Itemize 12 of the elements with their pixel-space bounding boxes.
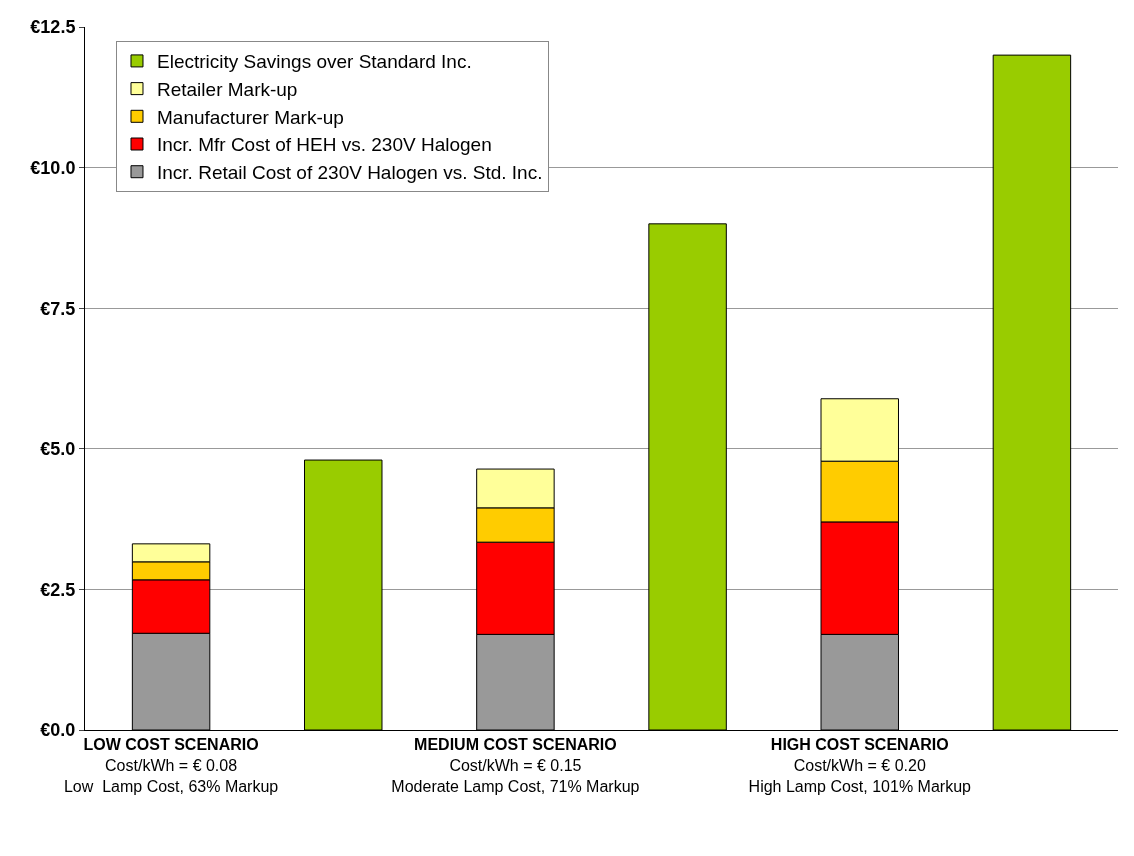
x-tick-label: HIGH COST SCENARIO Cost/kWh = € 0.20 High Lamp Cost, 101% Markup: [748, 736, 972, 795]
legend-label: Incr. Retail Cost of 230V Halogen vs. Std. Inc.: [156, 162, 543, 184]
y-tick-label: €12.5: [30, 17, 76, 38]
y-tick-label: €7.5: [40, 298, 76, 319]
y-tick-label: €2.5: [40, 579, 76, 600]
y-tick-label: €10.0: [30, 157, 76, 178]
legend-label: Incr. Mfr Cost of HEH vs. 230V Halogen: [156, 134, 492, 156]
legend-label: Electricity Savings over Standard Inc.: [156, 51, 472, 73]
y-tick-label: €5.0: [40, 439, 76, 460]
legend-label: Retailer Mark-up: [156, 79, 298, 101]
legend-label: Manufacturer Mark-up: [156, 106, 344, 128]
x-tick-label: MEDIUM COST SCENARIO Cost/kWh = € 0.15 Moderate Lamp Cost, 71% Markup: [391, 736, 640, 795]
